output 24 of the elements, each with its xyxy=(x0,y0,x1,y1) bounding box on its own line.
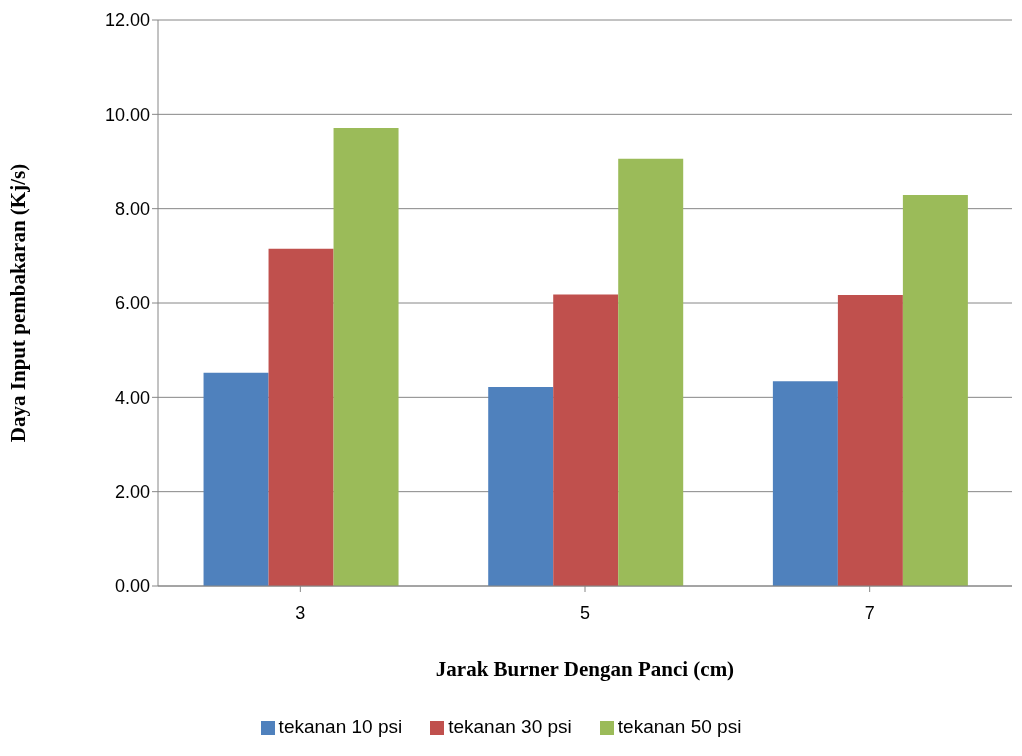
bar xyxy=(203,372,269,586)
y-tick-label: 4.00 xyxy=(114,387,150,408)
bar xyxy=(553,294,619,586)
legend-label: tekanan 50 psi xyxy=(617,716,742,737)
y-tick-label: 8.00 xyxy=(114,199,150,220)
bar xyxy=(902,194,968,586)
x-tick-label: 5 xyxy=(579,602,591,623)
bar xyxy=(268,248,334,586)
legend-label: tekanan 10 psi xyxy=(278,716,403,737)
y-axis-title: Daya Input pembakaran (Kj/s) xyxy=(6,163,31,443)
y-tick-label: 12.00 xyxy=(104,10,150,31)
bar xyxy=(772,381,838,586)
x-tick-label: 7 xyxy=(864,602,875,623)
legend-label: tekanan 30 psi xyxy=(448,716,572,737)
y-tick-label: 6.00 xyxy=(114,293,150,314)
bar xyxy=(488,386,554,586)
bar xyxy=(333,128,399,586)
y-tick-label: 10.00 xyxy=(104,104,150,125)
y-tick-label: 2.00 xyxy=(114,482,150,503)
x-tick-label: 3 xyxy=(295,602,306,623)
bar xyxy=(837,294,903,586)
x-axis-title: Jarak Burner Dengan Panci (cm) xyxy=(435,657,735,681)
bar xyxy=(618,158,684,586)
y-tick-label: 0.00 xyxy=(114,576,150,597)
